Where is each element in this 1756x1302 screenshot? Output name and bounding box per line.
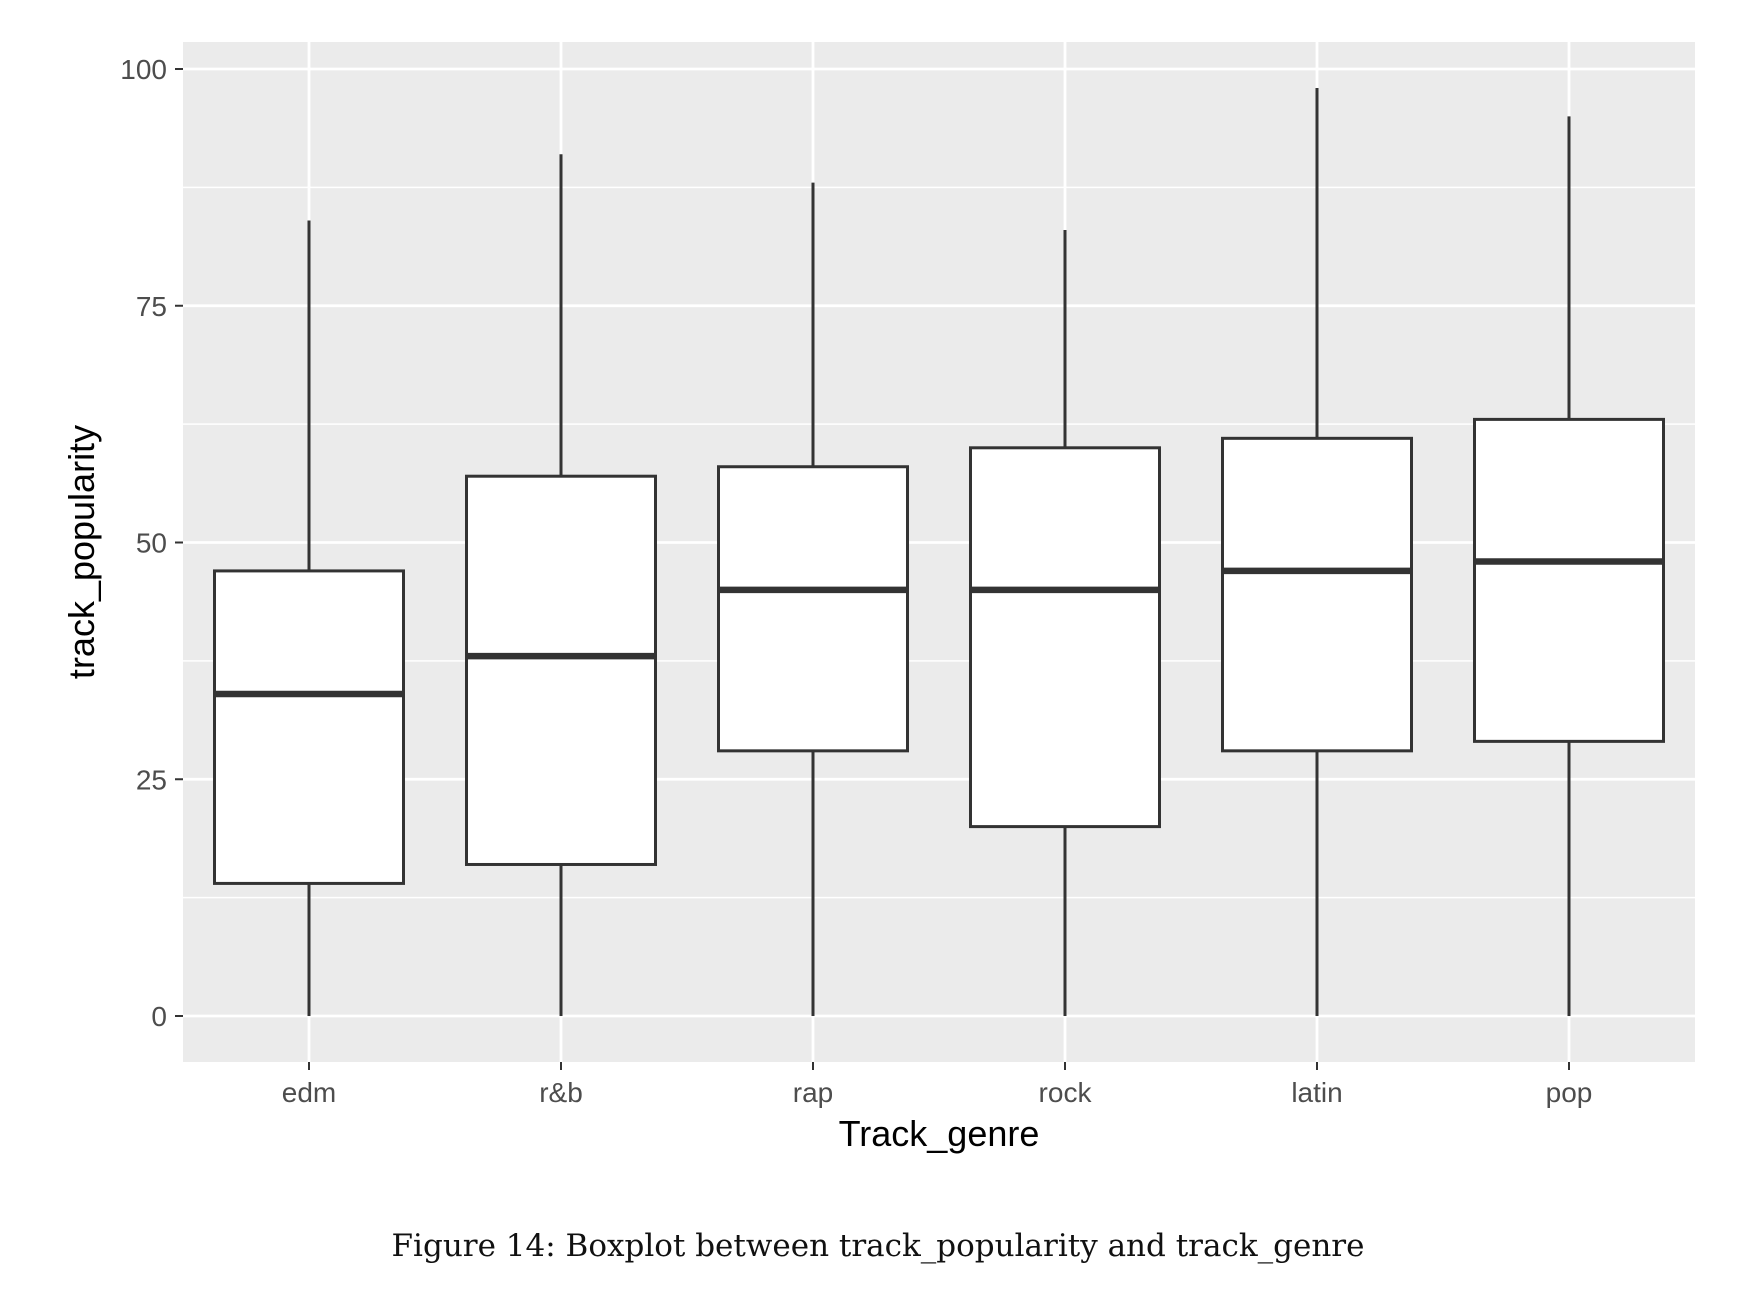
iqr-box bbox=[969, 446, 1161, 829]
plot-panel bbox=[183, 42, 1695, 1062]
x-tick-label: edm bbox=[282, 1077, 336, 1108]
boxplot-chart: 0 25 50 75 100 edm r&b rap rock latin pop Track_ge… bbox=[61, 42, 1695, 1154]
boxes bbox=[213, 87, 1665, 1016]
iqr-box bbox=[465, 474, 657, 866]
iqr-box bbox=[1473, 417, 1665, 743]
y-tick-label: 50 bbox=[136, 528, 167, 559]
figure-caption: Figure 14: Boxplot between track_popular… bbox=[391, 1228, 1365, 1264]
x-tick-label: rap bbox=[793, 1077, 833, 1108]
box-latin bbox=[1221, 87, 1413, 1016]
y-tick-label: 100 bbox=[120, 54, 167, 85]
y-tick-label: 75 bbox=[136, 291, 167, 322]
y-tick-label: 25 bbox=[136, 764, 167, 795]
box-r&b bbox=[465, 154, 657, 1016]
box-rap bbox=[717, 182, 909, 1016]
y-tick-label: 0 bbox=[151, 1001, 167, 1032]
iqr-box bbox=[717, 465, 909, 753]
x-tick-label: rock bbox=[1039, 1077, 1093, 1108]
x-tick-label: r&b bbox=[539, 1077, 583, 1108]
box-edm bbox=[213, 220, 405, 1016]
box-pop bbox=[1473, 116, 1665, 1016]
x-axis-title: Track_genre bbox=[839, 1113, 1040, 1154]
box-rock bbox=[969, 229, 1161, 1016]
iqr-box bbox=[213, 569, 405, 885]
x-tick-label: latin bbox=[1291, 1077, 1342, 1108]
iqr-box bbox=[1221, 436, 1413, 753]
y-axis-title: track_popularity bbox=[61, 425, 102, 679]
axis-ticks: 0 25 50 75 100 edm r&b rap rock latin pop bbox=[120, 54, 1592, 1108]
x-tick-label: pop bbox=[1546, 1077, 1593, 1108]
